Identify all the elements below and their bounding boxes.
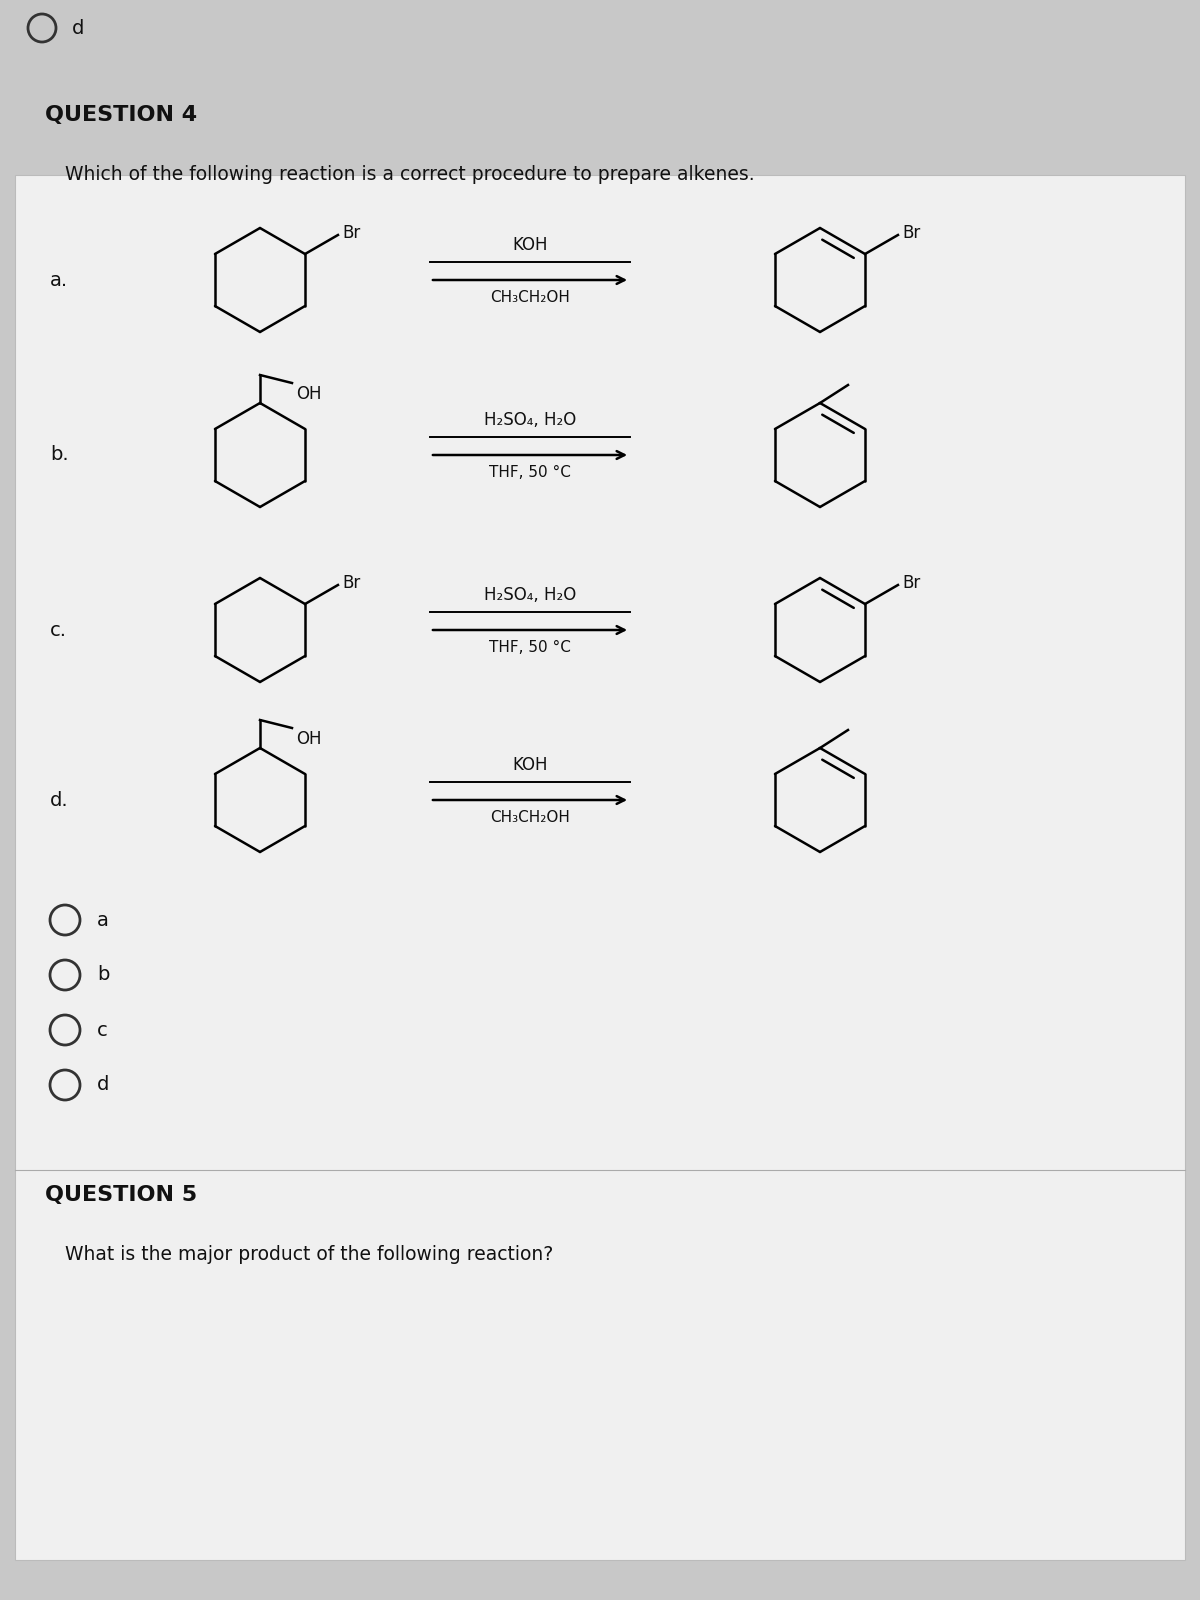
Text: a.: a. [50,270,68,290]
Text: d: d [72,19,84,37]
Text: Br: Br [342,574,360,592]
Text: b: b [97,965,109,984]
Text: Br: Br [342,224,360,242]
Text: H₂SO₄, H₂O: H₂SO₄, H₂O [484,411,576,429]
Text: CH₃CH₂OH: CH₃CH₂OH [490,810,570,826]
Text: THF, 50 °C: THF, 50 °C [490,640,571,654]
Text: QUESTION 5: QUESTION 5 [46,1186,197,1205]
Text: H₂SO₄, H₂O: H₂SO₄, H₂O [484,586,576,605]
Text: c.: c. [50,621,67,640]
Text: d.: d. [50,790,68,810]
Text: CH₃CH₂OH: CH₃CH₂OH [490,290,570,306]
Text: THF, 50 °C: THF, 50 °C [490,466,571,480]
Text: KOH: KOH [512,757,547,774]
Text: a: a [97,910,109,930]
Text: Which of the following reaction is a correct procedure to prepare alkenes.: Which of the following reaction is a cor… [65,165,755,184]
Text: What is the major product of the following reaction?: What is the major product of the followi… [65,1245,553,1264]
Text: Br: Br [902,574,920,592]
Text: Br: Br [902,224,920,242]
Text: b.: b. [50,445,68,464]
Text: KOH: KOH [512,235,547,254]
Text: QUESTION 4: QUESTION 4 [46,106,197,125]
Text: d: d [97,1075,109,1094]
Text: OH: OH [296,386,322,403]
FancyBboxPatch shape [14,174,1186,1560]
Text: c: c [97,1021,108,1040]
Text: OH: OH [296,730,322,749]
